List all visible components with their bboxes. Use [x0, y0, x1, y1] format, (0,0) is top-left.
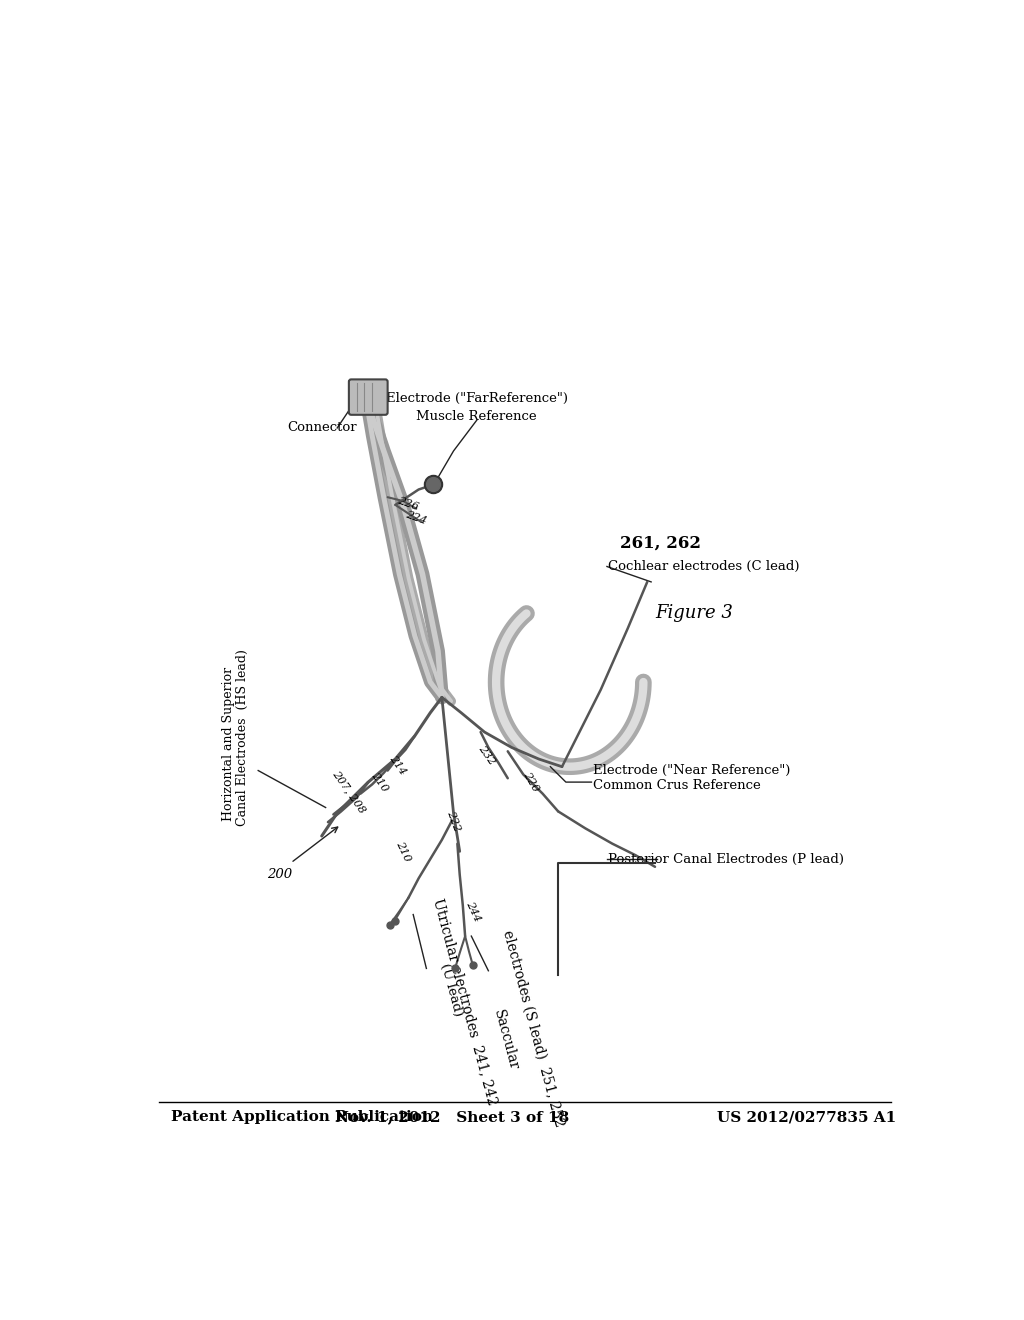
- Text: 207, 208: 207, 208: [331, 768, 368, 814]
- Text: 244: 244: [464, 900, 482, 923]
- Text: Electrode ("Near Reference"): Electrode ("Near Reference"): [593, 764, 791, 777]
- Text: 220: 220: [521, 771, 541, 793]
- Text: 226: 226: [396, 495, 420, 512]
- Text: Electrode ("FarReference"): Electrode ("FarReference"): [386, 392, 567, 405]
- Text: 224: 224: [404, 510, 428, 527]
- Text: 261, 262: 261, 262: [621, 535, 701, 552]
- Text: 200: 200: [266, 869, 292, 880]
- Text: Saccular: Saccular: [490, 1008, 520, 1072]
- Text: Canal Electrodes  (HS lead): Canal Electrodes (HS lead): [237, 649, 249, 826]
- Text: Connector: Connector: [287, 421, 356, 434]
- FancyBboxPatch shape: [349, 379, 388, 414]
- Text: 210: 210: [394, 840, 413, 863]
- Text: 214: 214: [387, 754, 408, 776]
- Text: Common Crus Reference: Common Crus Reference: [593, 779, 761, 792]
- Text: Utricular electrodes  241, 242: Utricular electrodes 241, 242: [430, 896, 499, 1106]
- Text: Posterior Canal Electrodes (P lead): Posterior Canal Electrodes (P lead): [608, 853, 845, 866]
- Text: 210: 210: [370, 771, 390, 793]
- Text: Muscle Reference: Muscle Reference: [417, 409, 537, 422]
- Text: Horizontal and Superior: Horizontal and Superior: [222, 667, 236, 821]
- Text: 232: 232: [476, 743, 497, 767]
- Text: Nov. 1, 2012   Sheet 3 of 18: Nov. 1, 2012 Sheet 3 of 18: [335, 1110, 569, 1125]
- Text: Figure 3: Figure 3: [654, 603, 733, 622]
- Text: Patent Application Publication: Patent Application Publication: [171, 1110, 432, 1125]
- Text: Cochlear electrodes (C lead): Cochlear electrodes (C lead): [608, 560, 800, 573]
- Text: 222: 222: [445, 809, 462, 833]
- Text: US 2012/0277835 A1: US 2012/0277835 A1: [717, 1110, 896, 1125]
- Text: (U lead): (U lead): [438, 962, 465, 1018]
- Text: electrodes (S lead)  251, 252: electrodes (S lead) 251, 252: [500, 928, 566, 1129]
